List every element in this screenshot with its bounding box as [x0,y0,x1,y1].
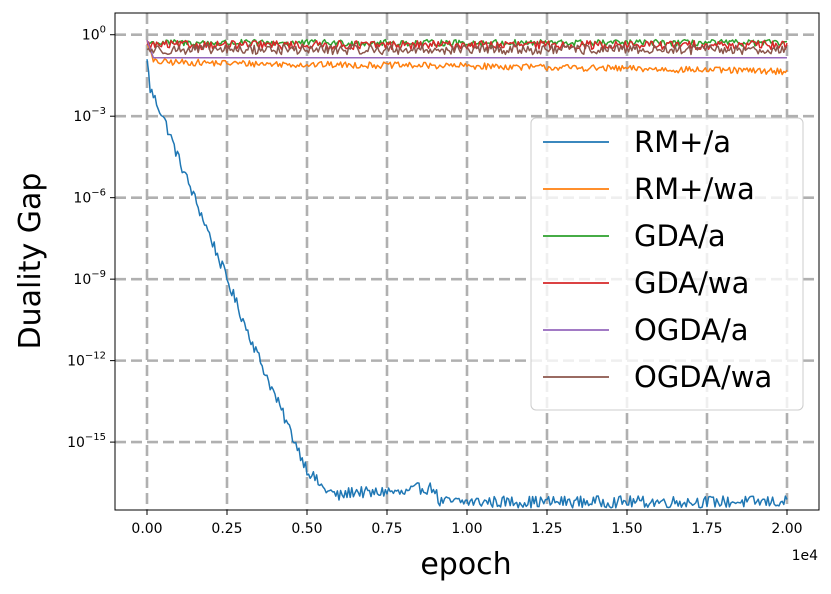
x-tick-label: 0.25 [211,521,242,537]
legend-label: RM+/wa [634,172,755,206]
legend-label: RM+/a [634,125,731,159]
y-tick-label: 10−9 [73,269,106,288]
legend-label: GDA/a [634,219,726,253]
x-tick-label: 0.00 [131,521,162,537]
legend-label: GDA/wa [634,266,749,300]
x-tick-label: 2.00 [771,521,802,537]
x-tick-label: 1.25 [531,521,562,537]
series-line-rm-a [146,59,788,509]
y-tick-label: 100 [82,25,106,44]
x-tick-label: 1.00 [451,521,482,537]
series-line-rm-wa [146,40,788,76]
series-line-ogda-a [146,39,787,59]
series-line-ogda-wa [146,44,788,56]
legend-label: OGDA/wa [634,360,772,394]
legend-label: OGDA/a [634,313,749,347]
x-axis-offset-label: 1e4 [792,548,819,564]
x-tick-label: 0.75 [371,521,402,537]
y-tick-label: 10−6 [73,188,106,207]
series-line-gda-a [146,38,788,47]
y-axis-title: Duality Gap [13,173,48,350]
x-tick-label: 1.75 [691,521,722,537]
y-tick-label: 10−3 [73,106,106,125]
y-tick-label: 10−15 [67,432,106,451]
x-tick-label: 0.50 [291,521,322,537]
legend: RM+/a RM+/wa GDA/a GDA/wa OGDA/a OGDA/wa [530,117,804,411]
x-axis-title: epoch [420,547,511,582]
series-lines [146,38,788,509]
y-tick-label: 10−12 [67,351,106,370]
legend-box [530,117,804,411]
x-tick-label: 1.50 [611,521,642,537]
axis-ticks: 0.00 0.25 0.50 0.75 1.00 1.25 1.50 1.75 2.00 100 1… [67,25,803,537]
